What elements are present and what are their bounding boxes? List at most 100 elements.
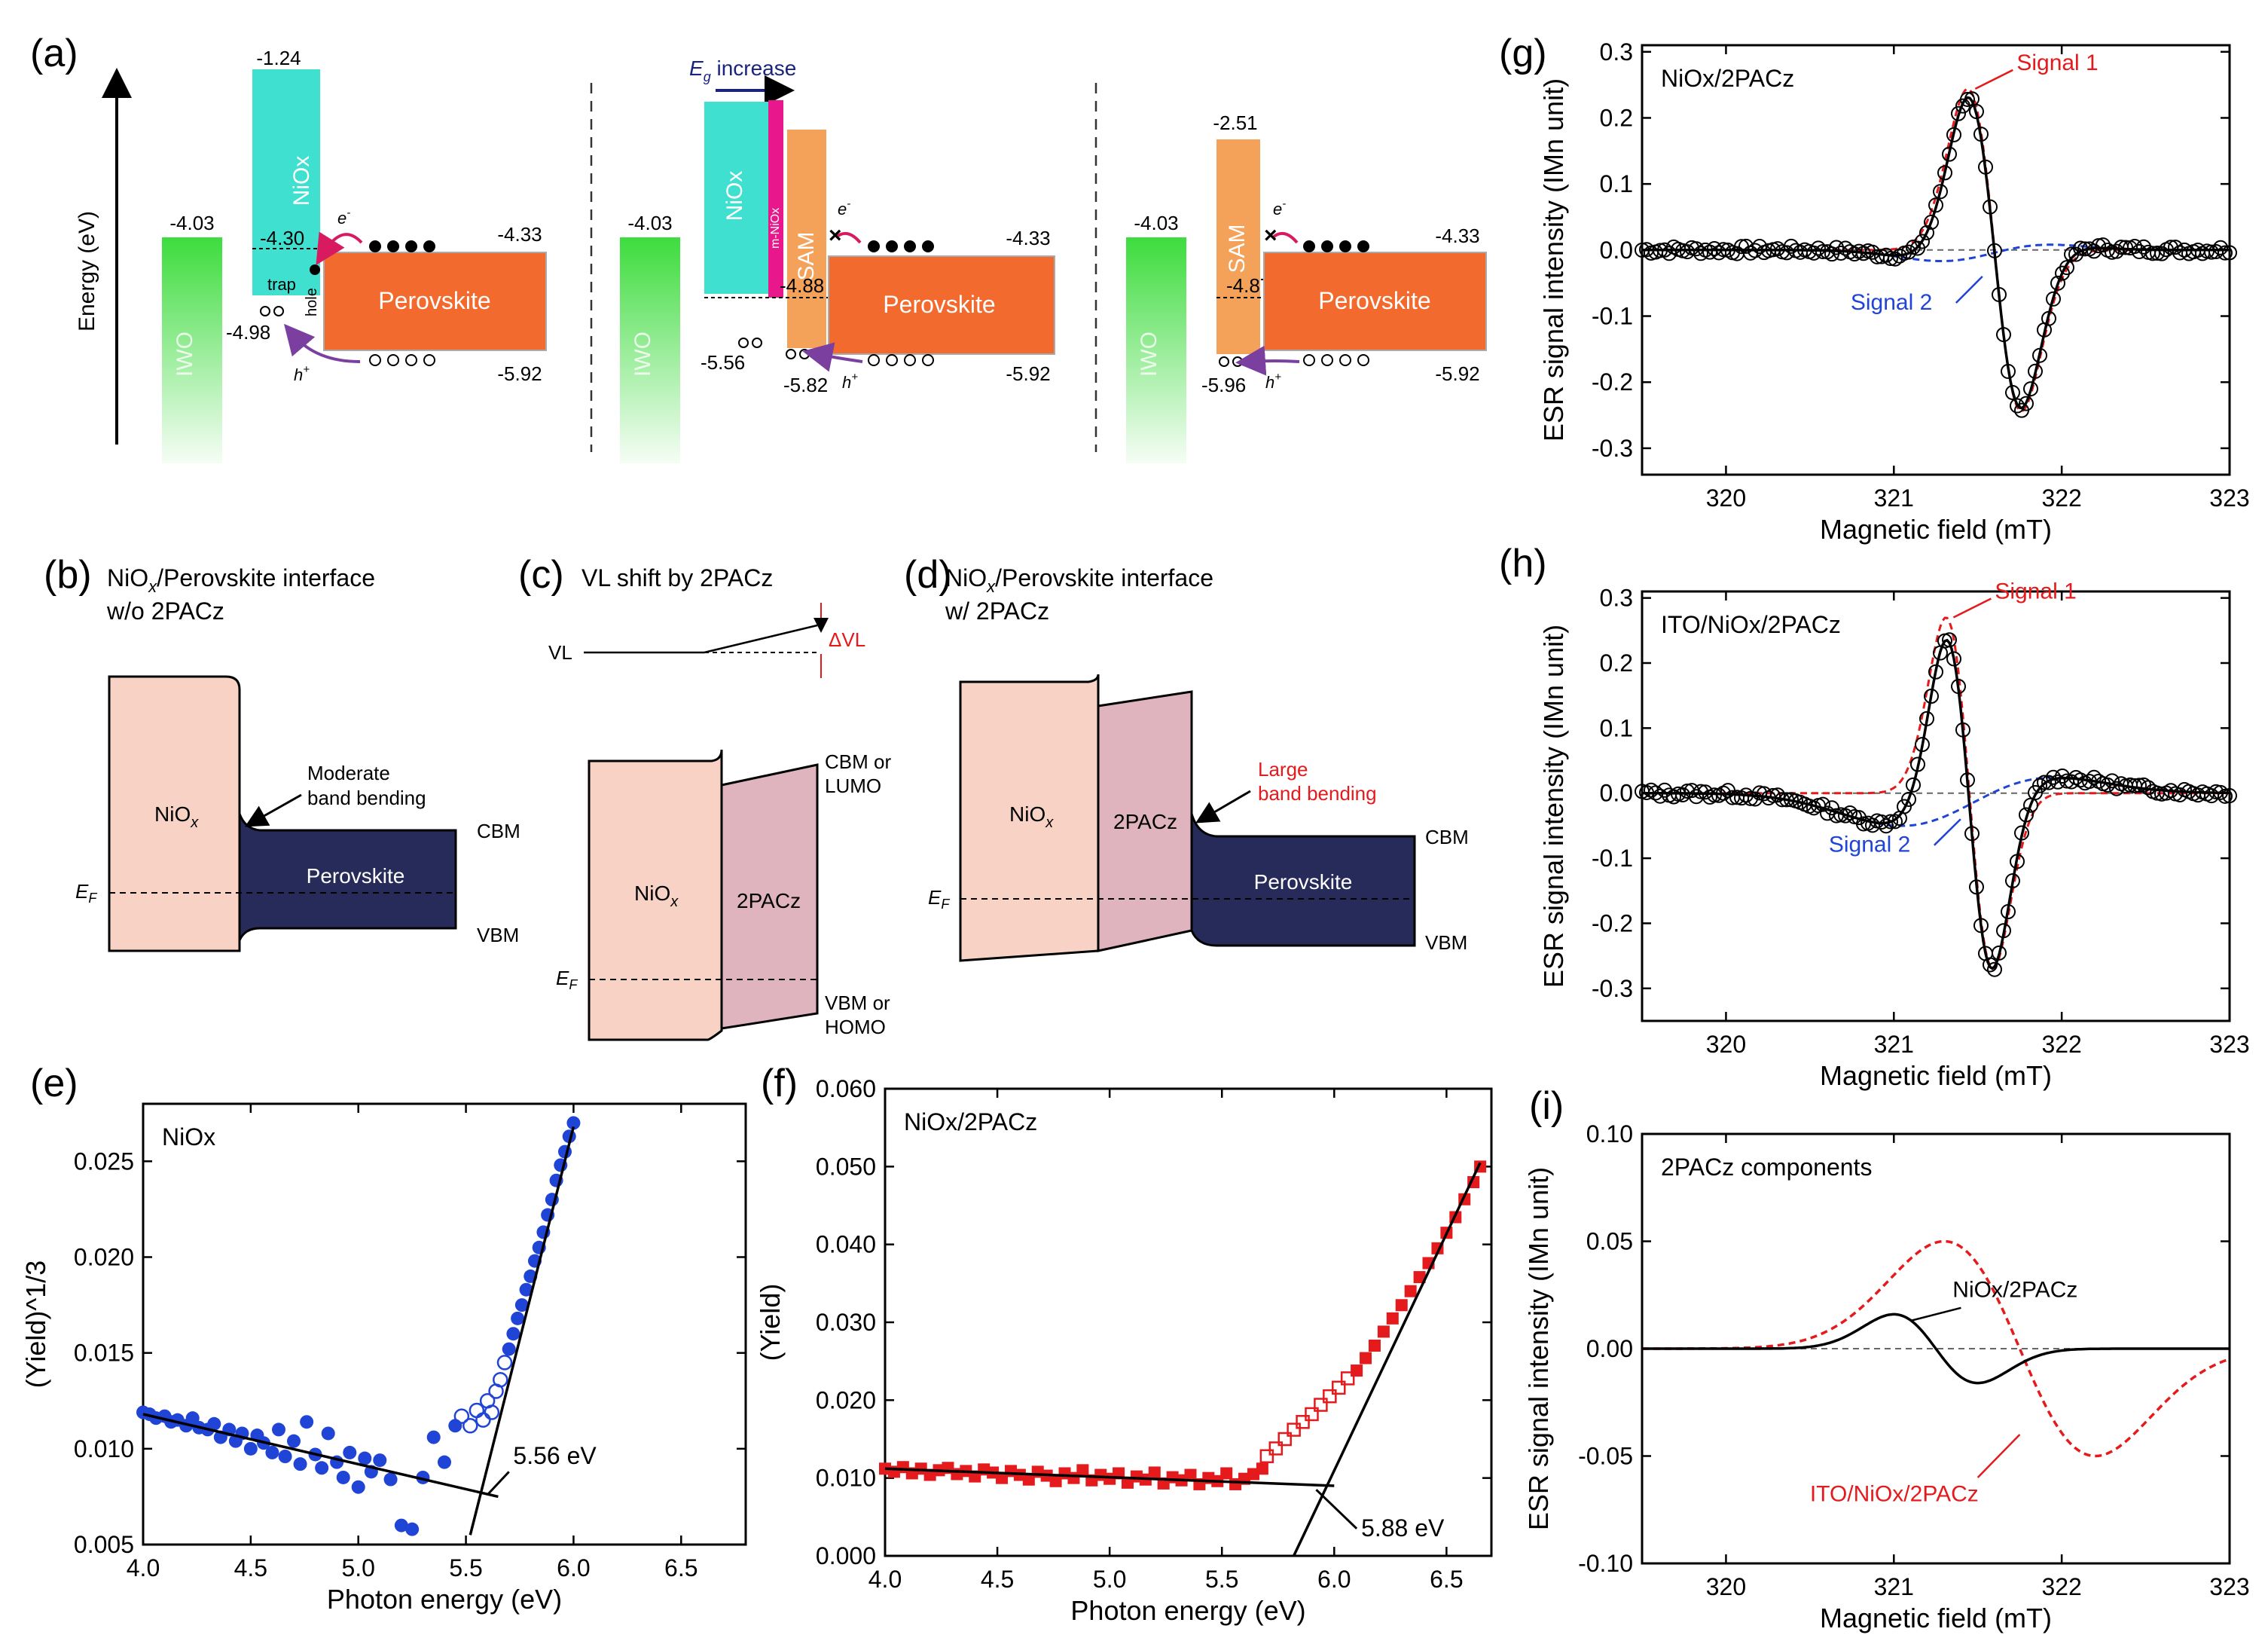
h-fit-curve [1642, 638, 2230, 970]
h-ytick-label-4: 0.1 [1600, 714, 1633, 741]
f-point-open-6 [1314, 1398, 1328, 1412]
panel-a-energy-diagram: Energy (eV) IWO -4.03 -1.24 NiOx -4.30 t… [75, 47, 1487, 463]
pero-cbm-left: -4.33 [497, 223, 542, 246]
e-point-open-0 [453, 1408, 470, 1424]
electrons-right [1303, 240, 1369, 252]
i-ytick-label-3: 0.05 [1586, 1228, 1633, 1255]
nio-label-middle: NiOx [722, 171, 747, 222]
vbm-label-c-line1: VBM or [825, 992, 890, 1014]
g-xtick-label-2: 322 [2041, 484, 2081, 512]
e-point-filled-44 [514, 1298, 529, 1312]
ef-label-b: EF [75, 880, 97, 906]
e-point-filled-31 [358, 1451, 372, 1465]
i-title: 2PACz components [1661, 1154, 1872, 1181]
iwo-level-middle: -4.03 [627, 212, 672, 234]
h-data-point-118 [1901, 791, 1916, 807]
panel-label-h: (h) [1499, 542, 1547, 585]
f-point-filled-42 [1256, 1462, 1268, 1475]
h-data-point-210 [2109, 781, 2124, 796]
e-plot-frame [142, 1102, 747, 1546]
h-data-point-258 [2218, 788, 2233, 804]
nio-cbm-left: -1.24 [256, 47, 301, 69]
f-point-filled-44 [1360, 1352, 1372, 1364]
f-xtick-label-0: 4.0 [868, 1566, 902, 1593]
nio-bar-left [252, 69, 320, 295]
h-data-point-80 [1815, 796, 1830, 812]
g-data-point-210 [2109, 243, 2124, 259]
h-xtick-label-3: 323 [2209, 1031, 2249, 1058]
g-ytick-label-4: 0.1 [1600, 170, 1633, 197]
vbm-label-d: VBM [1425, 931, 1467, 954]
f-point-open-1 [1268, 1441, 1284, 1456]
h-data-point-208 [2105, 773, 2120, 789]
g-xtick-label-1: 321 [1874, 484, 1914, 512]
sam-homo-right: -5.96 [1201, 374, 1246, 396]
nio-label-left: NiOx [289, 156, 314, 206]
panel-c-title: VL shift by 2PACz [581, 564, 773, 591]
cbm-label-c-line1: CBM or [825, 750, 891, 773]
trapped-electron [310, 264, 320, 275]
g-data-point-26 [1693, 246, 1708, 261]
panel-c-band-diagram: VL shift by 2PACz VL ΔVL NiOx 2PACz EF C… [548, 564, 891, 1041]
h-xtick-label-1: 321 [1874, 1031, 1914, 1058]
g-title: NiOx/2PACz [1661, 65, 1794, 92]
panel-b-band-diagram: NiOx/Perovskite interface w/o 2PACz NiOx… [75, 564, 520, 952]
vl-label: VL [548, 641, 572, 664]
f-fit-line-1 [1293, 1162, 1482, 1557]
perovskite-label-b: Perovskite [307, 864, 405, 888]
pero-vbm-left: -5.92 [497, 362, 542, 385]
h-data-point-260 [2222, 788, 2237, 804]
g-data-point-226 [2145, 246, 2160, 261]
nio-label-c: NiOx [634, 882, 679, 910]
band-bending-annot-b-line2: band bending [307, 787, 426, 809]
h-ytick-label-6: 0.3 [1600, 585, 1633, 612]
e-ytick-label-2: 0.015 [74, 1340, 134, 1367]
ef-label-c: EF [556, 967, 578, 992]
g-data-point-78 [1811, 240, 1826, 256]
i-nio-curve [1642, 1312, 2230, 1385]
band-bending-annot-d-line1: Large [1258, 758, 1308, 781]
g-data-point-144 [1960, 91, 1975, 107]
trap-label: trap [267, 275, 296, 294]
sam-vbm-middle: -5.82 [783, 374, 828, 396]
g-fit-curve [1642, 96, 2230, 410]
annot-arrow-b [244, 793, 302, 827]
h-ytick-label-0: -0.3 [1592, 975, 1633, 1002]
e-ytick-label-1: 0.010 [74, 1435, 134, 1462]
g-ylabel: ESR signal intensity (IMn unit) [1538, 78, 1569, 442]
e-point-filled-29 [343, 1445, 357, 1459]
panel-label-g: (g) [1499, 32, 1547, 75]
f-point-filled-50 [1413, 1271, 1426, 1284]
g-xlabel: Magnetic field (mT) [1820, 514, 2052, 545]
f-point-open-3 [1287, 1423, 1301, 1437]
e-point-filled-7 [185, 1411, 200, 1426]
h-xtick-label-0: 320 [1706, 1031, 1746, 1058]
h-data-point-180 [2041, 775, 2056, 790]
chart-e-nio-yield: 4.0 4.5 5.0 5.5 6.0 6.5 0.005 0.010 0.015 0.020 0.… [20, 1102, 747, 1615]
f-point-filled-46 [1377, 1325, 1390, 1338]
g-data-point-132 [1933, 184, 1948, 200]
annot-arrow-d [1195, 790, 1251, 824]
e-fit-line-0 [142, 1413, 499, 1499]
sam-lumo-right: -2.51 [1213, 112, 1257, 134]
h-data-point-108 [1879, 818, 1894, 834]
e-xlabel: Photon energy (eV) [327, 1584, 562, 1615]
g-data-point-182 [2046, 291, 2061, 307]
electron-arrow-right [1271, 231, 1299, 244]
panel-label-e: (e) [30, 1062, 78, 1105]
h-ytick-label-1: -0.2 [1592, 909, 1633, 937]
band-bending-annot-b-line1: Moderate [307, 762, 390, 784]
electron-arrow-middle [835, 231, 862, 244]
nio-bar-middle [704, 102, 768, 294]
f-ytick-label-3: 0.030 [816, 1309, 876, 1336]
e-fit-line-1 [469, 1126, 575, 1536]
e-point-filled-34 [383, 1472, 398, 1487]
e-point-open-8 [496, 1355, 513, 1371]
h-ytick-label-5: 0.2 [1600, 649, 1633, 677]
perovskite-label-d: Perovskite [1254, 870, 1353, 894]
g-data-point-118 [1901, 244, 1916, 260]
electrons-left [369, 240, 435, 252]
g-data-point-256 [2213, 240, 2228, 255]
e-point-open-5 [484, 1404, 500, 1420]
